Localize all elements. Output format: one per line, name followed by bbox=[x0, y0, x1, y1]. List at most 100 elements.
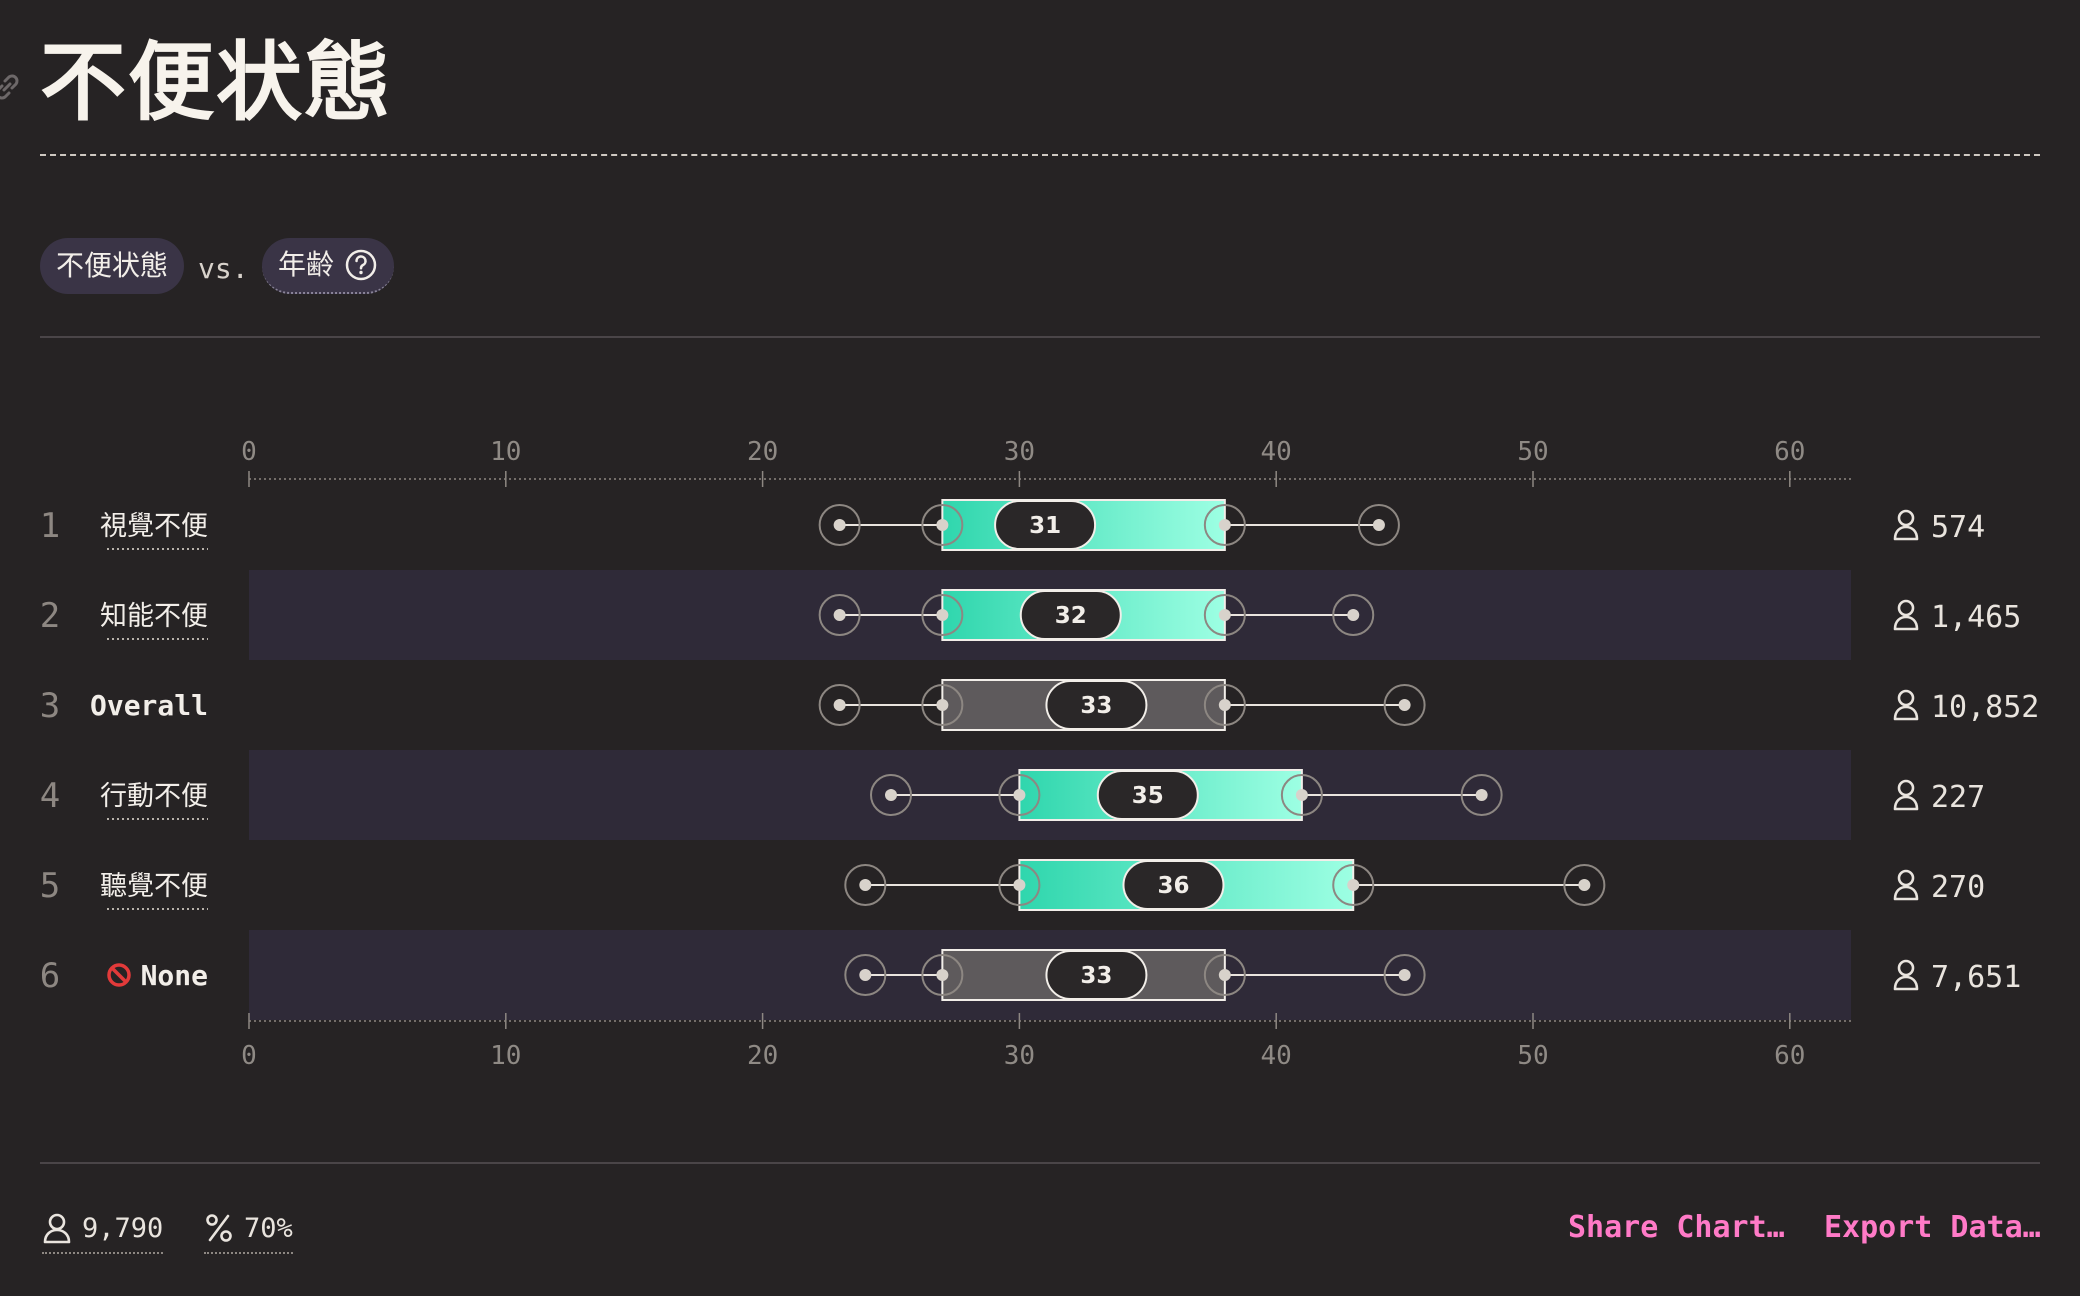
row-label: 行動不便 bbox=[100, 781, 208, 812]
whisker-marker-ring bbox=[818, 684, 861, 726]
primary-variable-label: 不便状態 bbox=[56, 249, 169, 282]
whisker-marker-dot bbox=[1218, 969, 1231, 981]
whisker-marker-dot bbox=[936, 969, 949, 981]
export-data-link[interactable]: Export Data… bbox=[1824, 1210, 2041, 1245]
section-divider-top bbox=[40, 336, 2040, 338]
whisker-marker-dot bbox=[859, 879, 872, 891]
row-count: 10,852 bbox=[1931, 690, 2039, 725]
person-icon bbox=[1893, 869, 1919, 901]
median-pill bbox=[1045, 950, 1148, 1000]
whisker-marker-ring bbox=[1203, 594, 1246, 636]
whisker-marker-dot bbox=[1347, 879, 1360, 891]
top-tick-label: 30 bbox=[1004, 437, 1035, 467]
row-rank: 6 bbox=[40, 956, 60, 996]
no-entry-slash bbox=[110, 966, 128, 984]
link-icon[interactable] bbox=[0, 72, 22, 102]
person-head bbox=[1897, 689, 1915, 707]
person-icon bbox=[1893, 509, 1919, 541]
median-label: 31 bbox=[1029, 513, 1061, 539]
total-respondents-value: 9,790 bbox=[82, 1212, 164, 1244]
page-title: 不便状態 bbox=[40, 33, 392, 133]
row-rank: 1 bbox=[40, 506, 60, 546]
row-5: 5 聽覺不便 36 270 bbox=[40, 859, 1985, 911]
whisker-marker-dot bbox=[885, 789, 897, 801]
whisker-marker-dot bbox=[1013, 789, 1026, 801]
median-pill bbox=[1045, 680, 1148, 730]
median-label: 33 bbox=[1080, 693, 1112, 719]
whisker-marker-ring bbox=[844, 954, 887, 996]
whisker-marker-dot bbox=[1475, 789, 1488, 801]
vs-label: vs. bbox=[198, 252, 249, 285]
top-tick-label: 60 bbox=[1774, 437, 1805, 467]
row-2: 2 知能不便 32 1,465 bbox=[40, 589, 2021, 641]
whisker-marker-ring bbox=[1332, 864, 1375, 906]
person-head bbox=[1897, 779, 1915, 797]
median-label: 36 bbox=[1157, 873, 1189, 899]
row-label: Overall bbox=[90, 689, 208, 722]
completion-percent-value: 70% bbox=[244, 1212, 293, 1244]
whisker-marker-dot bbox=[936, 699, 949, 711]
whisker-marker-dot bbox=[833, 699, 846, 711]
secondary-variable-pill[interactable]: 年齢 bbox=[262, 238, 395, 294]
row-3: 3 Overall 33 10,852 bbox=[40, 679, 2039, 731]
whisker-marker-ring bbox=[1383, 954, 1426, 996]
median-pill bbox=[994, 500, 1097, 550]
row-4: 4 行動不便 35 227 bbox=[40, 769, 1985, 821]
bottom-tick-label: 50 bbox=[1517, 1041, 1548, 1071]
top-tick-label: 50 bbox=[1517, 437, 1548, 467]
person-body bbox=[1893, 525, 1919, 541]
bottom-tick-label: 20 bbox=[747, 1041, 778, 1071]
person-icon bbox=[1893, 779, 1919, 811]
percent-icon bbox=[206, 1214, 232, 1242]
median-pill bbox=[1019, 590, 1122, 640]
person-body bbox=[1893, 795, 1919, 811]
whisker-marker-dot bbox=[1398, 699, 1411, 711]
whisker-marker-dot bbox=[936, 609, 949, 621]
whisker-marker-dot bbox=[1347, 609, 1360, 621]
whisker-marker-ring bbox=[870, 774, 912, 816]
top-tick-label: 20 bbox=[747, 437, 778, 467]
whisker-marker-dot bbox=[833, 609, 846, 621]
primary-variable-pill: 不便状態 bbox=[40, 238, 185, 294]
person-body bbox=[1893, 705, 1919, 721]
whisker-marker-ring bbox=[1460, 774, 1503, 816]
whisker-marker-ring bbox=[921, 504, 964, 546]
help-icon[interactable] bbox=[344, 248, 378, 282]
whisker-marker-ring bbox=[921, 594, 964, 636]
median-label: 32 bbox=[1055, 603, 1087, 629]
whisker-marker-dot bbox=[1398, 969, 1411, 981]
person-head bbox=[1897, 869, 1915, 887]
whisker-marker-dot bbox=[1372, 519, 1385, 531]
title-divider bbox=[40, 154, 2040, 156]
whisker-marker-ring bbox=[818, 594, 861, 636]
whisker-marker-dot bbox=[1295, 789, 1308, 801]
top-tick-label: 10 bbox=[490, 437, 521, 467]
whisker-marker-ring bbox=[844, 864, 887, 906]
median-pill bbox=[1122, 860, 1225, 910]
whisker-marker-ring bbox=[998, 774, 1041, 816]
row-6: 6 None 33 7,651 bbox=[40, 949, 2021, 1001]
secondary-variable-label: 年齢 bbox=[278, 248, 335, 281]
person-icon bbox=[43, 1213, 71, 1244]
median-label: 33 bbox=[1080, 963, 1112, 989]
row-count: 574 bbox=[1931, 510, 1985, 545]
row-count: 7,651 bbox=[1931, 960, 2021, 995]
row-label: 聽覺不便 bbox=[100, 871, 208, 902]
whisker-marker-dot bbox=[1218, 609, 1231, 621]
row-label: None bbox=[141, 959, 208, 992]
share-chart-link[interactable]: Share Chart… bbox=[1568, 1210, 1785, 1245]
row-count: 1,465 bbox=[1931, 600, 2021, 635]
row-rank: 2 bbox=[40, 596, 60, 636]
no-entry-icon bbox=[107, 963, 131, 987]
person-head bbox=[1897, 509, 1915, 527]
bottom-tick-label: 10 bbox=[490, 1041, 521, 1071]
whisker-marker-ring bbox=[1203, 504, 1246, 546]
row-label: 知能不便 bbox=[100, 601, 208, 632]
median-pill bbox=[1096, 770, 1199, 820]
whisker-marker-dot bbox=[833, 519, 846, 531]
whisker-marker-dot bbox=[936, 519, 949, 531]
row-rank: 4 bbox=[40, 776, 60, 816]
person-body bbox=[1893, 885, 1919, 901]
row-count: 227 bbox=[1931, 780, 1985, 815]
